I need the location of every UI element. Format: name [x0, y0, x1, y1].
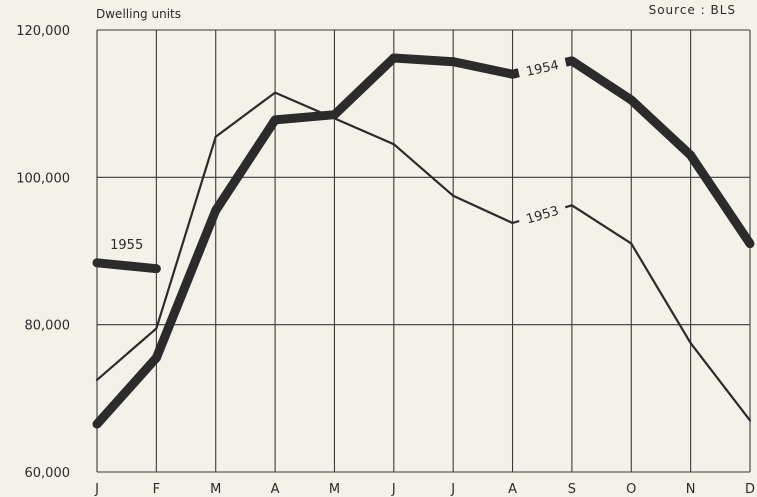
x-tick-label: O	[626, 482, 636, 497]
x-tick-label: D	[745, 482, 755, 497]
data-point-1954	[686, 150, 696, 160]
y-tick-label: 60,000	[25, 466, 71, 481]
series-line-1953	[96, 91, 751, 422]
x-tick-label: J	[450, 482, 455, 497]
y-tick-label: 100,000	[16, 171, 70, 186]
data-point-1954	[567, 56, 577, 66]
y-tick-label: 120,000	[16, 24, 70, 39]
x-tick-label: N	[686, 482, 696, 497]
data-point-1954	[270, 115, 280, 125]
data-point-1953	[155, 327, 158, 330]
x-tick-label: A	[508, 482, 517, 497]
data-point-1954	[329, 110, 339, 120]
label-mask-1954	[516, 51, 569, 84]
source-label: Source : BLS	[649, 3, 736, 17]
x-tick-label: J	[94, 482, 99, 497]
y-axis-ticks: 60,000 80,000 100,000 120,000	[16, 24, 70, 481]
x-tick-label: S	[568, 482, 576, 497]
y-axis-unit-label: Dwelling units	[96, 7, 181, 21]
data-point-1954	[389, 53, 399, 63]
data-point-1954	[745, 239, 755, 249]
data-point-1954	[508, 69, 518, 79]
data-point-1953	[95, 378, 99, 382]
data-point-1954	[626, 95, 636, 105]
data-point-1954	[211, 205, 221, 215]
data-point-1953	[748, 419, 752, 422]
series-line-1954	[93, 53, 754, 428]
grid	[96, 29, 751, 473]
x-tick-label: M	[210, 482, 221, 497]
x-tick-label: M	[329, 482, 340, 497]
x-tick-label: A	[271, 482, 280, 497]
data-point-1955	[92, 258, 102, 268]
label-mask-1953	[516, 196, 569, 232]
data-point-1954	[92, 419, 102, 429]
data-point-1953	[273, 91, 277, 94]
series-label-1955: 1955	[110, 238, 143, 253]
x-tick-label: J	[391, 482, 396, 497]
data-point-1953	[452, 194, 455, 197]
data-point-1955	[151, 264, 161, 274]
x-tick-label: F	[153, 482, 160, 497]
data-point-1953	[570, 204, 574, 207]
series-lines	[92, 53, 755, 429]
data-point-1954	[151, 353, 161, 363]
data-point-1954	[448, 57, 458, 67]
data-point-1953	[214, 135, 217, 138]
y-tick-label: 80,000	[25, 319, 71, 334]
data-point-1953	[511, 221, 514, 225]
series-label-1954: 1954	[525, 58, 561, 80]
data-point-1953	[689, 341, 692, 345]
data-point-1953	[630, 242, 633, 245]
data-point-1953	[392, 143, 395, 146]
series-line-1955	[96, 258, 157, 274]
